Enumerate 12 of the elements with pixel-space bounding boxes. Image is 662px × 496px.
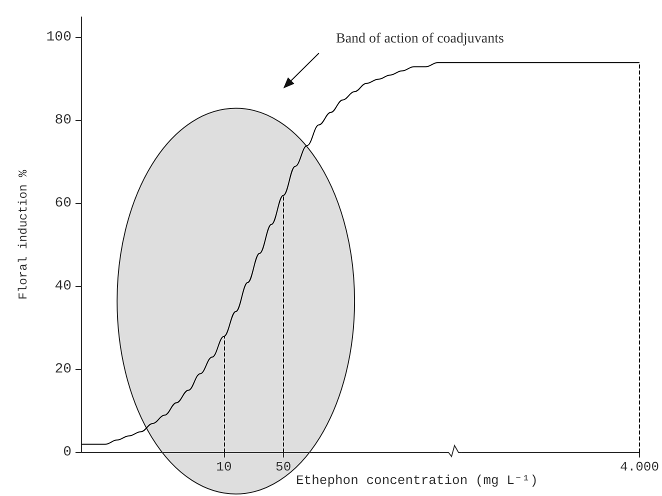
x-tick-label: 4.000 xyxy=(620,460,660,474)
x-tick-label: 10 xyxy=(216,460,232,474)
y-tick-label: 60 xyxy=(54,196,72,212)
annotation: Band of action of coadjuvants xyxy=(336,32,504,46)
y-tick-label: 20 xyxy=(54,362,72,378)
y-tick-label: 0 xyxy=(63,444,72,460)
y-tick-label: 100 xyxy=(46,30,72,46)
y-axis-title: Floral induction % xyxy=(16,169,30,300)
x-axis-title: Ethephon concentration (mg L⁻¹) xyxy=(296,473,538,488)
y-tick-label: 40 xyxy=(54,278,72,295)
y-tick-label: 80 xyxy=(54,112,72,129)
x-tick-label: 50 xyxy=(276,460,292,474)
